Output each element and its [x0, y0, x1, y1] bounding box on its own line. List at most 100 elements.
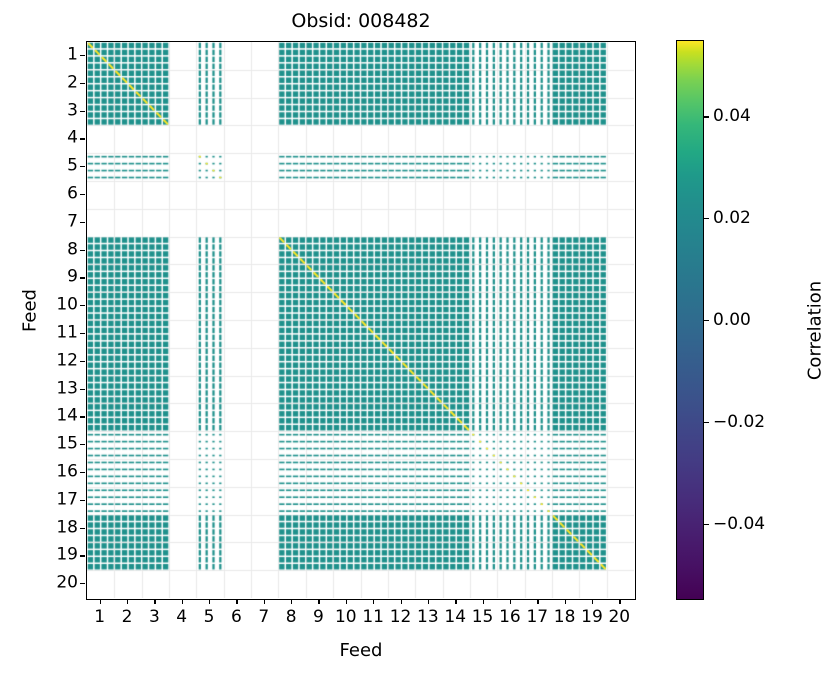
x-tick-label: 11	[362, 607, 384, 627]
y-tick-labels: 1 2 3 4 5 6 7 8 9 10 11 12 13 14 15 16 17 18 19 20	[36, 41, 78, 600]
y-tick-label: 13	[56, 378, 78, 398]
colorbar-tick-mark	[704, 116, 709, 118]
x-tick-label: 14	[444, 607, 467, 627]
y-tick-label: 9	[67, 266, 78, 287]
x-tick-mark	[455, 599, 457, 604]
x-tick-mark	[127, 599, 129, 604]
x-tick-label: 13	[417, 607, 439, 627]
x-tick-mark	[181, 599, 184, 604]
y-tick-label: 12	[56, 350, 78, 371]
y-tick-mark	[80, 82, 85, 84]
x-tick-label: 7	[258, 607, 270, 627]
y-tick-label: 14	[56, 405, 78, 426]
x-tick-mark	[291, 599, 293, 604]
x-tick-label: 18	[553, 607, 576, 627]
colorbar-tick-label: 0.02	[713, 208, 751, 229]
x-tick-mark	[482, 599, 484, 604]
y-tick-label: 20	[56, 572, 78, 593]
x-tick-mark	[318, 599, 320, 604]
y-tick-mark	[80, 110, 85, 112]
colorbar-tick-mark	[704, 218, 709, 220]
colorbar-tick-label: −0.02	[713, 411, 766, 432]
colorbar-tick-mark	[704, 320, 709, 322]
colorbar-tick-mark	[704, 421, 709, 424]
y-tick-mark	[80, 499, 85, 501]
y-tick-mark	[80, 166, 85, 168]
y-tick-mark	[80, 388, 85, 390]
x-tick-mark	[509, 599, 512, 604]
correlation-heatmap	[87, 42, 634, 598]
y-tick-label: 17	[56, 489, 78, 510]
x-tick-label: 2	[121, 607, 133, 627]
y-tick-label: 3	[67, 100, 78, 120]
x-tick-mark	[154, 599, 156, 604]
y-tick-mark	[80, 583, 85, 585]
x-tick-label: 5	[203, 607, 215, 627]
y-tick-mark	[80, 193, 85, 196]
y-tick-mark	[80, 54, 85, 57]
y-tick-label: 4	[67, 127, 78, 148]
y-tick-mark	[80, 360, 85, 362]
x-tick-label: 15	[471, 607, 494, 627]
x-tick-label: 4	[176, 607, 188, 627]
colorbar-tick-label: 0.00	[713, 310, 751, 330]
x-tick-label: 12	[389, 607, 412, 627]
x-axis-label: Feed	[339, 640, 383, 661]
x-tick-mark	[619, 599, 621, 604]
heatmap-axes[interactable]	[86, 41, 636, 600]
y-tick-label: 15	[56, 433, 78, 454]
y-tick-mark	[80, 444, 85, 446]
x-tick-mark	[373, 599, 375, 604]
y-tick-label: 7	[67, 211, 78, 232]
x-tick-labels: 1 2 3 4 5 6 7 8 9 10 11 12 13 14 15 16 17 18 19 20	[86, 609, 636, 633]
colorbar-tick-mark	[704, 523, 709, 525]
y-tick-mark	[80, 416, 85, 418]
x-tick-mark	[427, 599, 430, 604]
y-tick-label: 18	[56, 517, 78, 537]
y-tick-label: 8	[67, 239, 78, 259]
x-tick-mark	[564, 599, 566, 604]
y-tick-mark	[80, 332, 85, 335]
x-tick-label: 8	[285, 607, 297, 627]
x-tick-label: 17	[526, 607, 549, 627]
figure-title: Obsid: 008482	[291, 10, 431, 32]
y-tick-mark	[80, 527, 85, 529]
y-tick-marks	[80, 41, 87, 600]
y-tick-mark	[80, 471, 85, 474]
x-tick-label: 19	[581, 607, 603, 627]
colorbar-ticks: −0.04 −0.02 0.00 0.02 0.04	[704, 40, 765, 600]
x-tick-marks	[86, 599, 636, 604]
y-tick-label: 10	[56, 294, 78, 315]
y-tick-label: 6	[67, 183, 78, 204]
x-tick-mark	[591, 599, 594, 604]
x-tick-mark	[99, 599, 101, 604]
y-tick-label: 11	[56, 322, 78, 343]
colorbar-tick-label: 0.04	[713, 106, 751, 127]
colorbar-label: Correlation	[804, 280, 825, 381]
x-tick-label: 16	[499, 607, 521, 627]
y-tick-mark	[80, 249, 85, 251]
y-tick-label: 1	[67, 44, 78, 65]
x-tick-mark	[345, 599, 348, 604]
y-tick-label: 19	[56, 544, 78, 565]
x-tick-mark	[209, 599, 211, 604]
x-tick-label: 10	[334, 607, 357, 627]
x-tick-label: 3	[148, 607, 160, 627]
colorbar-gradient	[676, 40, 704, 600]
y-tick-label: 5	[67, 155, 78, 176]
colorbar-tick-label: −0.04	[713, 513, 766, 534]
x-tick-label: 9	[313, 607, 324, 627]
x-tick-mark	[400, 599, 402, 604]
x-tick-mark	[236, 599, 238, 604]
x-tick-label: 6	[231, 607, 242, 627]
y-tick-mark	[80, 555, 85, 557]
x-tick-label: 20	[608, 607, 631, 627]
y-tick-mark	[80, 221, 85, 223]
y-tick-mark	[80, 277, 85, 279]
y-axis-label: Feed	[19, 289, 41, 332]
y-tick-label: 2	[67, 72, 78, 93]
x-tick-label: 1	[94, 607, 106, 627]
y-tick-mark	[80, 305, 85, 307]
y-tick-label: 16	[56, 461, 78, 482]
